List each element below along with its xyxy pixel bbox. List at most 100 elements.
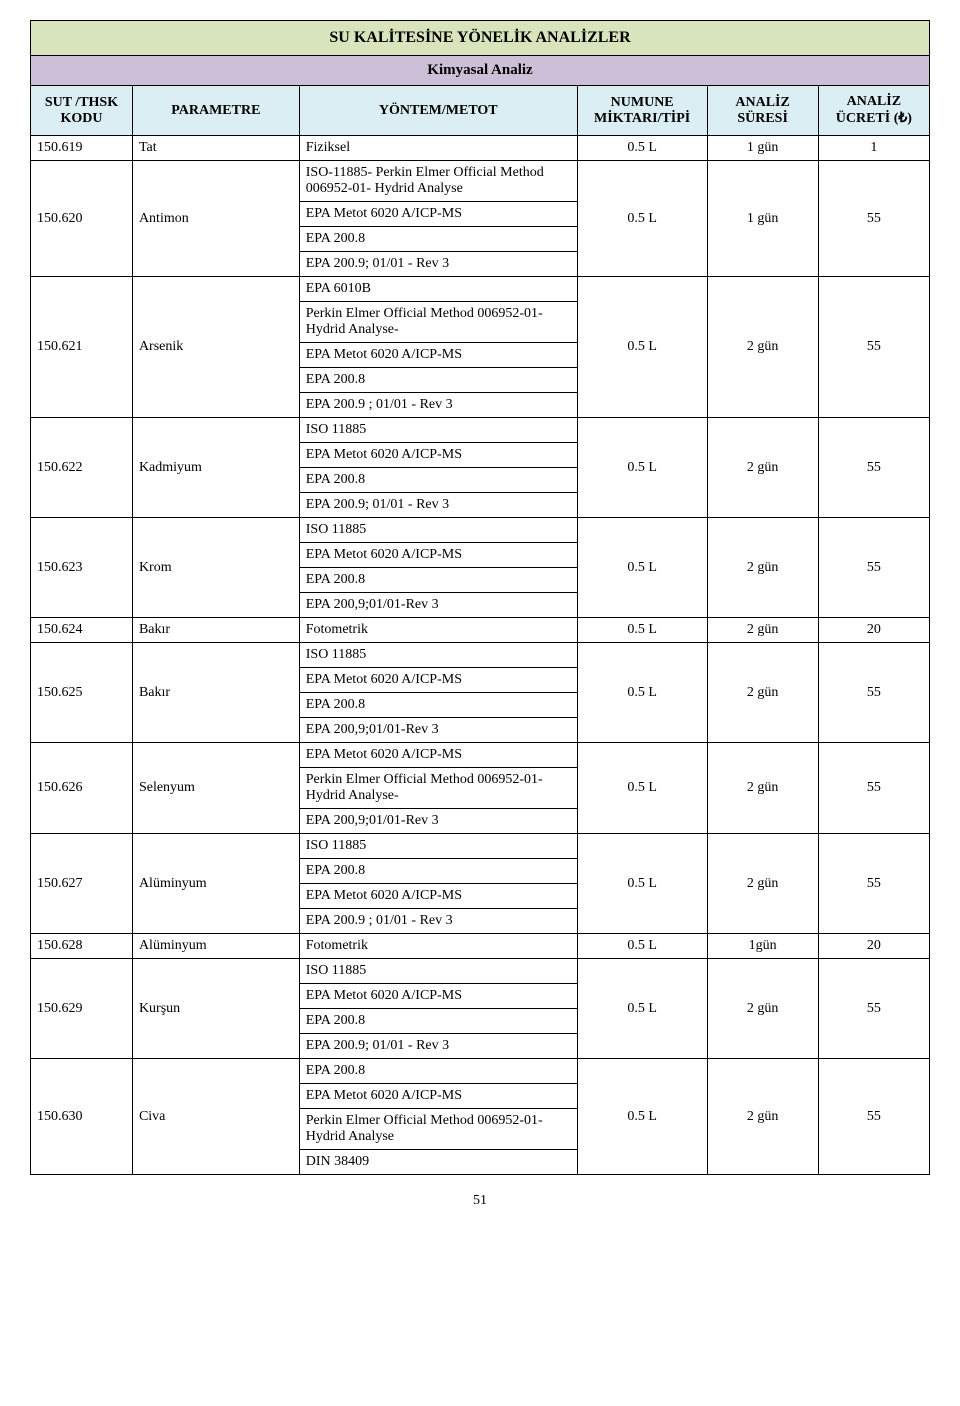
- cell-param: Kurşun: [132, 959, 299, 1059]
- cell-method: EPA Metot 6020 A/ICP-MS: [299, 202, 577, 227]
- cell-method: DIN 38409: [299, 1150, 577, 1175]
- cell-sure: 2 gün: [707, 1059, 818, 1175]
- cell-kod: 150.629: [31, 959, 133, 1059]
- header-kod: SUT /THSK KODU: [31, 86, 133, 136]
- cell-method: Fotometrik: [299, 618, 577, 643]
- cell-ucret: 55: [818, 834, 929, 934]
- cell-method: ISO 11885: [299, 643, 577, 668]
- table-row: 150.624BakırFotometrik0.5 L2 gün20: [31, 618, 930, 643]
- table-row: 150.630CivaEPA 200.80.5 L2 gün55: [31, 1059, 930, 1084]
- cell-ucret: 55: [818, 959, 929, 1059]
- cell-sure: 1 gün: [707, 161, 818, 277]
- cell-numune: 0.5 L: [577, 643, 707, 743]
- cell-numune: 0.5 L: [577, 418, 707, 518]
- cell-kod: 150.623: [31, 518, 133, 618]
- cell-kod: 150.626: [31, 743, 133, 834]
- cell-ucret: 1: [818, 136, 929, 161]
- cell-numune: 0.5 L: [577, 743, 707, 834]
- cell-method: Perkin Elmer Official Method 006952-01-H…: [299, 1109, 577, 1150]
- cell-param: Krom: [132, 518, 299, 618]
- cell-sure: 2 gün: [707, 618, 818, 643]
- table-subtitle: Kimyasal Analiz: [31, 56, 930, 86]
- cell-method: EPA 200.8: [299, 227, 577, 252]
- cell-method: Perkin Elmer Official Method 006952-01-H…: [299, 768, 577, 809]
- header-method: YÖNTEM/METOT: [299, 86, 577, 136]
- header-numune: NUMUNE MİKTARI/TİPİ: [577, 86, 707, 136]
- cell-ucret: 55: [818, 518, 929, 618]
- cell-numune: 0.5 L: [577, 834, 707, 934]
- cell-method: EPA 200.9; 01/01 - Rev 3: [299, 1034, 577, 1059]
- cell-ucret: 55: [818, 643, 929, 743]
- cell-method: EPA 200.8: [299, 693, 577, 718]
- cell-ucret: 55: [818, 1059, 929, 1175]
- cell-numune: 0.5 L: [577, 934, 707, 959]
- table-row: 150.621ArsenikEPA 6010B0.5 L2 gün55: [31, 277, 930, 302]
- cell-param: Selenyum: [132, 743, 299, 834]
- table-row: 150.622KadmiyumISO 118850.5 L2 gün55: [31, 418, 930, 443]
- cell-method: EPA Metot 6020 A/ICP-MS: [299, 1084, 577, 1109]
- cell-kod: 150.625: [31, 643, 133, 743]
- table-row: 150.623KromISO 118850.5 L2 gün55: [31, 518, 930, 543]
- cell-numune: 0.5 L: [577, 277, 707, 418]
- cell-ucret: 55: [818, 418, 929, 518]
- cell-method: Perkin Elmer Official Method 006952-01-H…: [299, 302, 577, 343]
- table-row: 150.626SelenyumEPA Metot 6020 A/ICP-MS0.…: [31, 743, 930, 768]
- cell-ucret: 20: [818, 618, 929, 643]
- cell-param: Bakır: [132, 618, 299, 643]
- cell-numune: 0.5 L: [577, 959, 707, 1059]
- cell-numune: 0.5 L: [577, 136, 707, 161]
- cell-method: EPA 200,9;01/01-Rev 3: [299, 809, 577, 834]
- cell-method: EPA Metot 6020 A/ICP-MS: [299, 543, 577, 568]
- cell-kod: 150.630: [31, 1059, 133, 1175]
- table-row: 150.627AlüminyumISO 118850.5 L2 gün55: [31, 834, 930, 859]
- cell-method: ISO-11885- Perkin Elmer Official Method …: [299, 161, 577, 202]
- cell-sure: 2 gün: [707, 277, 818, 418]
- cell-sure: 2 gün: [707, 518, 818, 618]
- cell-kod: 150.619: [31, 136, 133, 161]
- cell-method: ISO 11885: [299, 834, 577, 859]
- cell-ucret: 55: [818, 161, 929, 277]
- cell-param: Kadmiyum: [132, 418, 299, 518]
- header-row: SUT /THSK KODU PARAMETRE YÖNTEM/METOT NU…: [31, 86, 930, 136]
- cell-method: EPA 200.9 ; 01/01 - Rev 3: [299, 393, 577, 418]
- cell-ucret: 55: [818, 743, 929, 834]
- cell-method: EPA 200.8: [299, 468, 577, 493]
- cell-method: Fiziksel: [299, 136, 577, 161]
- cell-method: ISO 11885: [299, 959, 577, 984]
- cell-method: ISO 11885: [299, 518, 577, 543]
- cell-sure: 1gün: [707, 934, 818, 959]
- cell-param: Civa: [132, 1059, 299, 1175]
- cell-sure: 2 gün: [707, 834, 818, 934]
- cell-sure: 2 gün: [707, 959, 818, 1059]
- cell-param: Alüminyum: [132, 934, 299, 959]
- cell-method: EPA 6010B: [299, 277, 577, 302]
- table-body: 150.619TatFiziksel0.5 L1 gün1150.620Anti…: [31, 136, 930, 1175]
- cell-method: EPA 200.8: [299, 859, 577, 884]
- cell-sure: 1 gün: [707, 136, 818, 161]
- cell-numune: 0.5 L: [577, 618, 707, 643]
- cell-param: Alüminyum: [132, 834, 299, 934]
- header-sure: ANALİZ SÜRESİ: [707, 86, 818, 136]
- cell-method: Fotometrik: [299, 934, 577, 959]
- cell-sure: 2 gün: [707, 418, 818, 518]
- cell-method: EPA 200.8: [299, 1009, 577, 1034]
- cell-method: EPA 200.9 ; 01/01 - Rev 3: [299, 909, 577, 934]
- table-title: SU KALİTESİNE YÖNELİK ANALİZLER: [31, 21, 930, 56]
- table-row: 150.628AlüminyumFotometrik0.5 L1gün20: [31, 934, 930, 959]
- header-ucret: ANALİZ ÜCRETİ (₺): [818, 86, 929, 136]
- cell-method: EPA Metot 6020 A/ICP-MS: [299, 343, 577, 368]
- page-number: 51: [30, 1193, 930, 1209]
- table-row: 150.620AntimonISO-11885- Perkin Elmer Of…: [31, 161, 930, 202]
- cell-method: EPA 200,9;01/01-Rev 3: [299, 718, 577, 743]
- cell-ucret: 55: [818, 277, 929, 418]
- cell-method: EPA 200.8: [299, 568, 577, 593]
- cell-method: EPA 200.9; 01/01 - Rev 3: [299, 252, 577, 277]
- cell-kod: 150.628: [31, 934, 133, 959]
- cell-method: EPA 200,9;01/01-Rev 3: [299, 593, 577, 618]
- cell-method: ISO 11885: [299, 418, 577, 443]
- cell-method: EPA Metot 6020 A/ICP-MS: [299, 443, 577, 468]
- table-row: 150.629KurşunISO 118850.5 L2 gün55: [31, 959, 930, 984]
- cell-sure: 2 gün: [707, 743, 818, 834]
- cell-ucret: 20: [818, 934, 929, 959]
- title-row: SU KALİTESİNE YÖNELİK ANALİZLER: [31, 21, 930, 56]
